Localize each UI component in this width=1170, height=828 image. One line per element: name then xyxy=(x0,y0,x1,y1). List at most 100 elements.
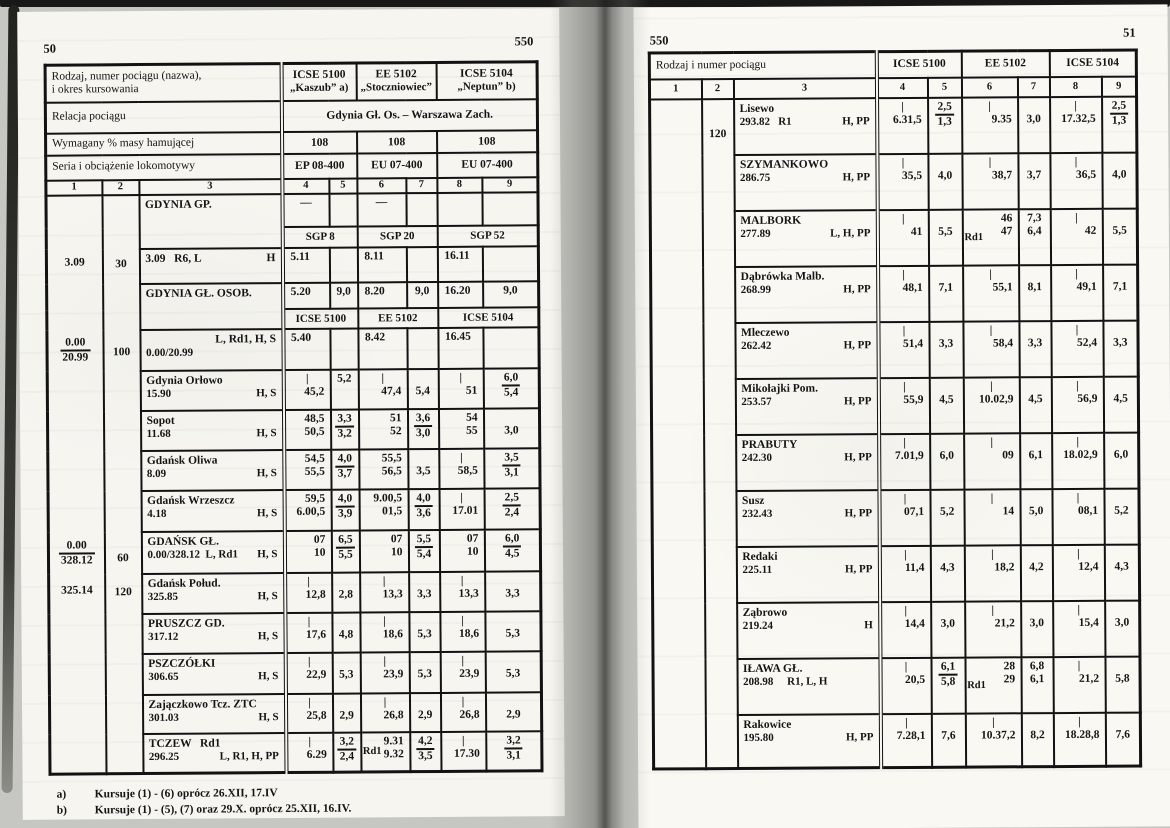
col-number: 3 xyxy=(138,178,282,195)
header-row-relation: Relacja pociągu Gdynia Gł. Os. – Warszaw… xyxy=(45,98,538,134)
station-cell-content: Rakowice 195.80 H, PP xyxy=(738,715,878,749)
time-cell: | 17,6 xyxy=(284,612,333,653)
value-top: 59,5 xyxy=(304,492,326,505)
value-top: 2,5 xyxy=(1103,99,1136,115)
cell-values: 6,1 5,8 xyxy=(932,658,964,690)
station-stop-marks: H, PP xyxy=(842,115,870,128)
value-bottom: 2,4 xyxy=(339,750,355,763)
value-top: | xyxy=(1077,547,1080,560)
km-column xyxy=(649,98,706,770)
value-top xyxy=(333,615,359,628)
station-stop-marks: H, PP xyxy=(844,451,872,464)
km-or-speed-value: 3.09 xyxy=(64,255,85,269)
station-name: MALBORK xyxy=(740,214,802,227)
time-cell: | 36,5 xyxy=(1049,152,1103,209)
interval-cell: 3,0 xyxy=(1020,600,1054,657)
station-name-line: Rakowice xyxy=(743,718,873,732)
value-bottom: 5,2 xyxy=(1114,504,1129,517)
book-left-edge xyxy=(1,4,20,794)
train-header-1: ICSE 5100 xyxy=(876,51,962,78)
cell-values: | 21,2 xyxy=(1054,657,1104,687)
time-cell: 51 52 xyxy=(358,408,408,450)
cell-values: 5,3 xyxy=(410,652,439,682)
station-km: 277.89 xyxy=(740,227,771,240)
interval-cell: 4,5 xyxy=(1019,376,1052,433)
time-cell: | 21,2 xyxy=(964,600,1022,658)
train-id: ICSE 5100 xyxy=(292,68,346,82)
cell-values: 5,3 xyxy=(486,652,540,682)
time-cell: | 55,1 xyxy=(962,264,1019,322)
cell-values: | 17.32,5 xyxy=(1051,97,1101,127)
cell-values: 5.11 xyxy=(284,248,328,265)
cell-values: 5,5 xyxy=(929,210,961,240)
interval-cell: 5,3 xyxy=(409,651,441,693)
station-km: 0.00/20.99 xyxy=(146,346,194,360)
station-name-line: IŁAWA GŁ. xyxy=(743,662,873,676)
interval-cell: 6,0 5,4 xyxy=(483,367,540,409)
value-bottom: 4,0 xyxy=(937,169,953,182)
interval-cell: 3,6 3,0 xyxy=(407,408,439,449)
col-number: 8 xyxy=(436,177,482,193)
station-name-line: Gdańsk Połud. xyxy=(148,577,278,591)
time-cell: | 51 xyxy=(438,368,484,409)
cell-values: | 49,1 xyxy=(1052,265,1102,295)
cell-values: 5,2 xyxy=(931,490,963,520)
value-bottom xyxy=(331,385,357,398)
station-cell-content: GDAŃSK GŁ. 0.00/328.12 L, Rd1 H, S xyxy=(142,532,282,566)
interval-cell: 9,0 xyxy=(482,280,539,308)
value-bottom xyxy=(483,262,537,275)
time-cell: | 07,1 xyxy=(878,489,931,546)
cell-values: 54,5 55,5 xyxy=(286,450,330,480)
time-cell: | 6.29 xyxy=(285,732,334,773)
station-name-line: GDYNIA GP. xyxy=(145,198,275,212)
station-name: IŁAWA GŁ. xyxy=(742,662,803,675)
time-cell: | 20,5 xyxy=(880,657,932,714)
value-top: 3,5 xyxy=(485,450,539,467)
station-name: 3.09 R6, L xyxy=(145,252,202,265)
value-bottom: 3,0 xyxy=(940,617,956,630)
time-cell: | 48,1 xyxy=(877,265,929,322)
value-bottom: 15,4 xyxy=(1078,616,1099,629)
cell-values: 3,0 xyxy=(932,602,964,632)
time-cell: | 08,1 xyxy=(1051,488,1105,545)
cell-values: 4,5 xyxy=(1104,377,1137,407)
station-cell-content: Gdańsk Wrzeszcz 4.18 H, S xyxy=(142,491,282,525)
cell-values: | 09 xyxy=(965,434,1019,464)
col-number: 1 xyxy=(649,78,702,100)
value-top xyxy=(408,371,437,384)
interval-cell: 6,8 6,1 xyxy=(1021,656,1054,713)
station-km-line: 0.00/328.12 L, Rd1 H, S xyxy=(147,548,277,562)
interval-cell: 4,8 xyxy=(331,612,361,653)
time-cell: — xyxy=(281,193,330,227)
station-cell-content: GDYNIA GP. xyxy=(140,195,280,215)
cell-values: — xyxy=(284,194,328,211)
station-km-line: 0.00/20.99 xyxy=(146,346,276,360)
value-top: | xyxy=(1076,491,1080,504)
value-bottom: 7,6 xyxy=(1115,728,1130,741)
cell-values xyxy=(408,328,437,358)
value-top: | xyxy=(988,155,992,168)
value-bottom: 5,3 xyxy=(505,666,521,680)
value-bottom: 3,7 xyxy=(337,467,353,480)
station-cell-content: Susz 232.43 H, PP xyxy=(737,491,877,525)
station-cell: Zajączkowo Tcz. ZTC 301.03 H, S xyxy=(142,693,286,734)
time-cell: | 38,7 xyxy=(961,152,1019,210)
value-bottom: 2,9 xyxy=(506,707,521,721)
timetable-right: Rodzaj i numer pociągu ICSE 5100 EE 5102… xyxy=(647,48,1143,771)
cell-values: 16.45 xyxy=(439,328,482,345)
value-bottom: 3,3 xyxy=(417,587,432,600)
cell-values: 54 55 xyxy=(439,409,482,439)
cell-values: | 58,4 xyxy=(964,322,1018,352)
cell-values: 7,1 xyxy=(1104,265,1137,295)
col-number: 9 xyxy=(481,176,538,193)
value-bottom: 17.32,5 xyxy=(1061,112,1096,125)
station-cell: Redaki 225.11 H, PP xyxy=(736,545,880,603)
station-cell: Sopot 11.68 H, S xyxy=(140,409,284,451)
cell-values: 6,8 6,1 xyxy=(1022,658,1052,688)
time-cell: | 15,4 xyxy=(1052,600,1106,657)
fraction-top: 6,0 xyxy=(502,531,522,548)
station-km-line: 262.42 H, PP xyxy=(741,339,871,353)
cell-values: | 14,4 xyxy=(882,602,930,632)
value-top xyxy=(483,195,537,208)
station-cell: PRABUTY 242.30 H, PP xyxy=(735,433,879,491)
